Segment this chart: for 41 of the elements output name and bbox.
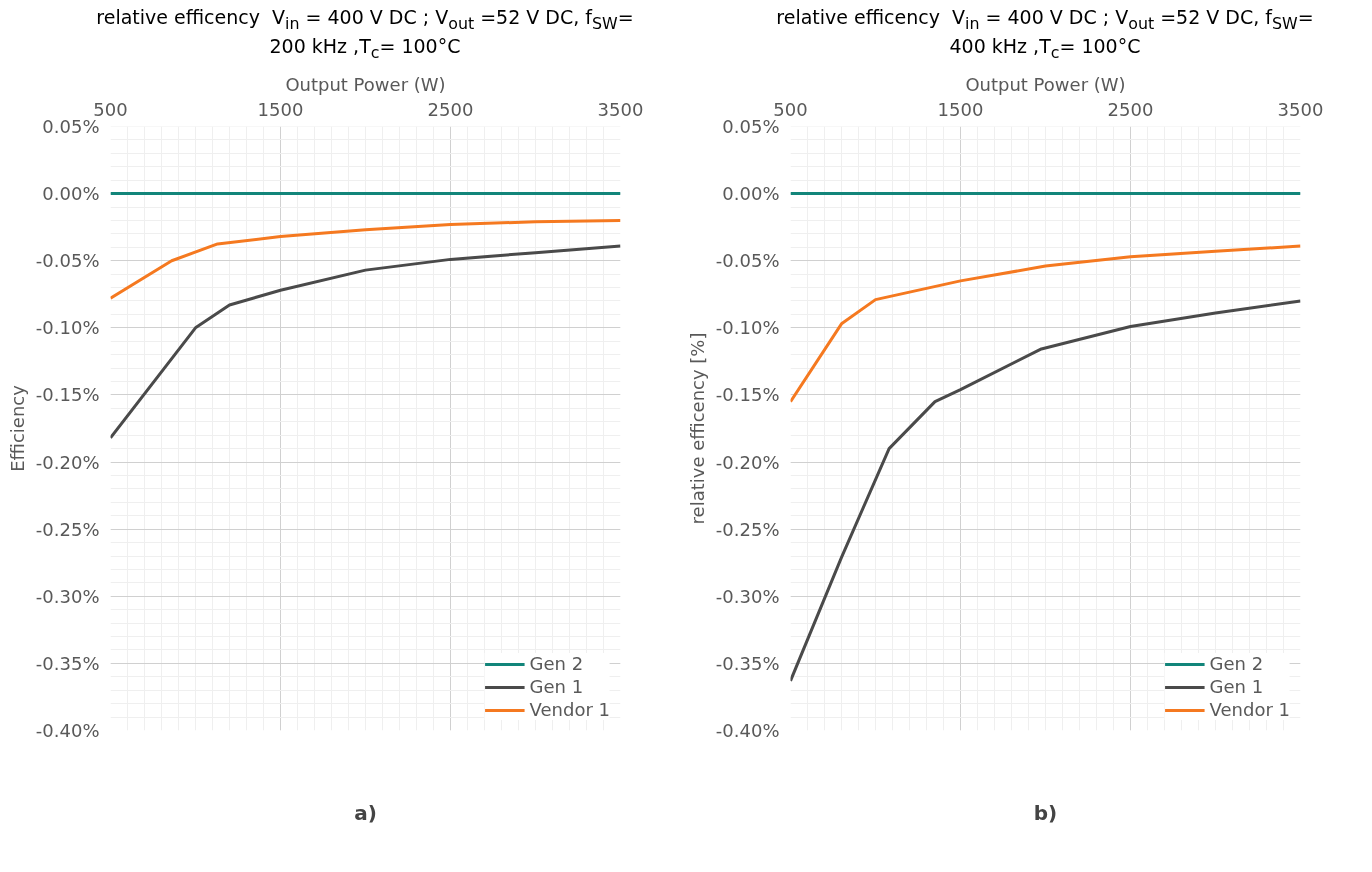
line-series (110, 218, 621, 300)
y-axis-title: Efficiency (6, 384, 28, 472)
y-tick-label: -0.10% (35, 317, 100, 339)
y-tick-label: -0.05% (715, 250, 780, 272)
x-tick-label: 2500 (1107, 98, 1154, 120)
x-tick-label: 1500 (257, 98, 304, 120)
line-series (110, 244, 621, 440)
y-tick-label: -0.20% (35, 451, 100, 473)
y-tick-label: -0.15% (35, 384, 100, 406)
y-tick-label: -0.30% (35, 585, 100, 607)
legend-label: Vendor 1 (1209, 699, 1290, 720)
legend-label: Gen 2 (529, 653, 584, 674)
x-tick-label: 3500 (597, 98, 644, 120)
legend-label: Vendor 1 (529, 699, 610, 720)
y-tick-label: -0.40% (715, 720, 780, 741)
y-axis-title: relative efficency [%] (686, 332, 708, 525)
y-tick-label: -0.35% (715, 652, 780, 674)
y-tick-label: -0.40% (35, 720, 100, 741)
y-tick-label: -0.15% (715, 384, 780, 406)
legend-label: Gen 2 (1209, 653, 1264, 674)
x-tick-label: 1500 (937, 98, 984, 120)
x-axis-title: Output Power (W) (285, 73, 446, 95)
x-axis-title: Output Power (W) (965, 73, 1126, 95)
x-tick-label: 2500 (427, 98, 474, 120)
y-tick-label: -0.20% (715, 451, 780, 473)
x-tick-label: 3500 (1277, 98, 1324, 120)
y-tick-label: 0.00% (42, 183, 100, 205)
text: a) (354, 800, 377, 825)
y-tick-label: -0.05% (35, 250, 100, 272)
y-tick-label: -0.35% (35, 652, 100, 674)
chart-title: relative efficency V$_{in}$ = 400 V DC ; V$_{out}$ =52 V DC, f$_{SW}$= 200 kHz ,T$_{c}$= 100°C (96, 6, 634, 63)
legend-label: Gen 1 (529, 676, 584, 697)
chart-title: relative efficency V$_{in}$ = 400 V DC ; V$_{out}$ =52 V DC, f$_{SW}$= 400 kHz ,T$_{c}$= 100°C (776, 6, 1314, 63)
y-tick-label: 0.00% (722, 183, 780, 205)
y-tick-label: -0.30% (715, 585, 780, 607)
text: b) (1033, 800, 1058, 825)
y-tick-label: -0.10% (715, 317, 780, 339)
y-tick-label: -0.25% (715, 518, 780, 540)
y-tick-label: -0.25% (35, 518, 100, 540)
line-series (790, 244, 1301, 404)
legend-label: Gen 1 (1209, 676, 1264, 697)
